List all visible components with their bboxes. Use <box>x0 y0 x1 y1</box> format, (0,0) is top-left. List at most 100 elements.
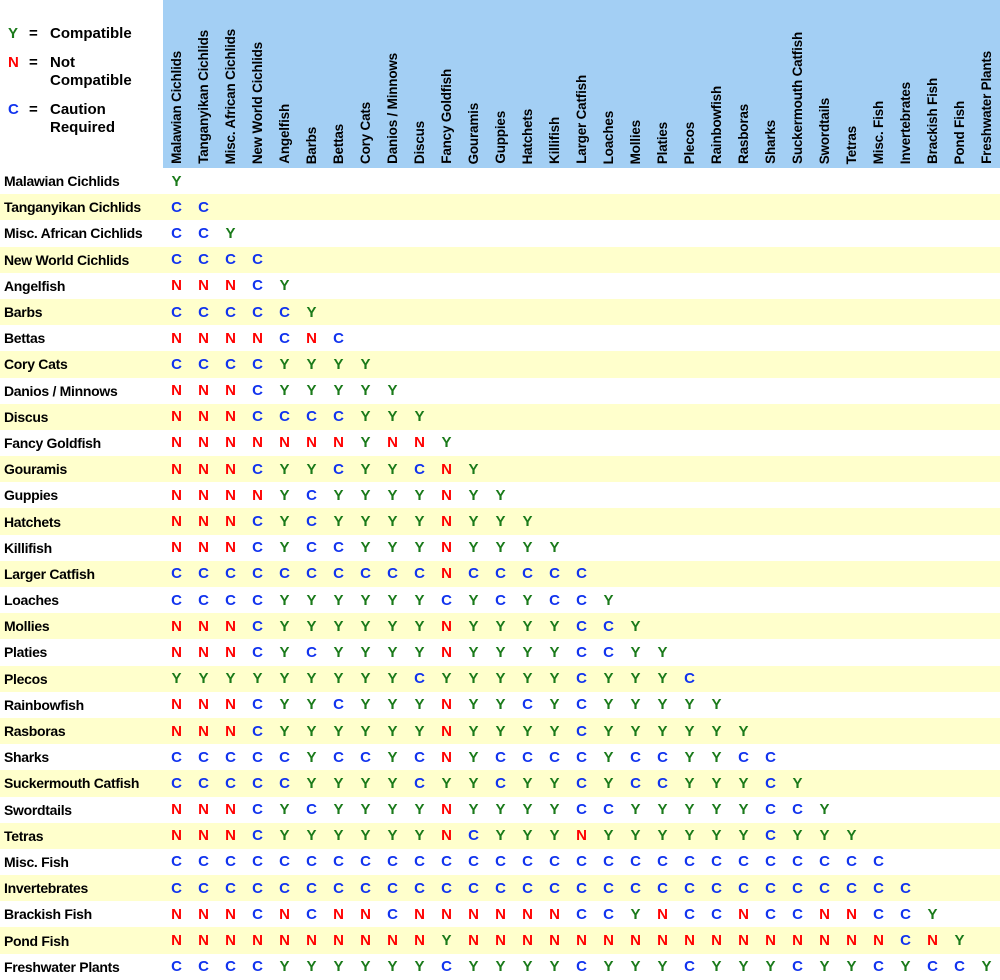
legend-meaning-compatible: Compatible <box>50 25 132 42</box>
matrix-cell: C <box>765 905 776 923</box>
column-header-label: Invertebrates <box>898 81 913 164</box>
matrix-cell: Y <box>549 827 560 845</box>
matrix-cell: C <box>171 251 182 269</box>
matrix-cell: C <box>279 565 290 583</box>
matrix-cell: N <box>873 932 884 950</box>
matrix-cell: Y <box>360 434 371 452</box>
matrix-cell: Y <box>306 722 317 740</box>
column-header-danios-minnows: Danios / Minnows <box>379 0 406 168</box>
row-label: Killifish <box>4 539 52 556</box>
matrix-cell: Y <box>333 722 344 740</box>
matrix-cell: N <box>225 513 236 531</box>
matrix-cell: N <box>171 643 182 661</box>
matrix-cell: C <box>387 905 398 923</box>
matrix-row-misc-african-cichlids: Misc. African Cichlids C C Y <box>0 220 1000 246</box>
matrix-cell: N <box>198 905 209 923</box>
matrix-cell: Y <box>711 958 722 976</box>
matrix-cell: Y <box>387 539 398 557</box>
matrix-cell: Y <box>684 801 695 819</box>
matrix-cell: N <box>522 932 533 950</box>
matrix-cell: Y <box>738 827 749 845</box>
matrix-cell: Y <box>360 486 371 504</box>
matrix-cell: Y <box>603 827 614 845</box>
matrix-cell: C <box>576 591 587 609</box>
matrix-cell: Y <box>819 958 830 976</box>
row-label: Bettas <box>4 330 45 347</box>
matrix-cell: C <box>279 329 290 347</box>
matrix-cell: N <box>198 827 209 845</box>
matrix-cell: C <box>495 879 506 897</box>
matrix-cell: Y <box>549 696 560 714</box>
matrix-cell: Y <box>414 643 425 661</box>
matrix-cell: Y <box>792 774 803 792</box>
matrix-cell: N <box>171 486 182 504</box>
matrix-cell: N <box>765 932 776 950</box>
matrix-cell: N <box>738 932 749 950</box>
matrix-cell: N <box>198 460 209 478</box>
matrix-cell: C <box>549 565 560 583</box>
matrix-cell: Y <box>657 958 668 976</box>
column-header-guppies: Guppies <box>487 0 514 168</box>
matrix-cell: Y <box>333 382 344 400</box>
matrix-cell: C <box>576 565 587 583</box>
matrix-cell: N <box>225 408 236 426</box>
legend-item-compatible: Y = Compatible <box>8 25 163 44</box>
matrix-cell: Y <box>630 958 641 976</box>
matrix-cell: N <box>495 905 506 923</box>
matrix-cell: C <box>171 853 182 871</box>
row-label: Brackish Fish <box>4 906 92 923</box>
row-label: Platies <box>4 644 48 661</box>
column-header-label: Guppies <box>493 111 508 164</box>
matrix-cell: Y <box>549 958 560 976</box>
matrix-row-swordtails: Swordtails N N N C Y C Y Y Y Y N Y Y Y Y C C Y Y Y Y Y C C Y <box>0 797 1000 823</box>
matrix-cell: Y <box>414 958 425 976</box>
matrix-cell: C <box>684 670 695 688</box>
matrix-cell: Y <box>684 696 695 714</box>
matrix-cell: Y <box>468 460 479 478</box>
matrix-cell: Y <box>279 643 290 661</box>
matrix-cell: Y <box>414 513 425 531</box>
matrix-cell: N <box>441 748 452 766</box>
matrix-cell: N <box>549 932 560 950</box>
matrix-cell: C <box>576 905 587 923</box>
matrix-row-loaches: Loaches C C C C Y Y Y Y Y Y C Y C Y C C Y <box>0 587 1000 613</box>
matrix-cell: Y <box>522 643 533 661</box>
column-header-brackish-fish: Brackish Fish <box>919 0 946 168</box>
column-header-pond-fish: Pond Fish <box>946 0 973 168</box>
matrix-cell: Y <box>279 277 290 295</box>
row-label: Discus <box>4 408 49 425</box>
matrix-cell: N <box>630 932 641 950</box>
matrix-cell: C <box>306 408 317 426</box>
matrix-cell: C <box>198 748 209 766</box>
matrix-cell: N <box>198 617 209 635</box>
matrix-cell: Y <box>495 539 506 557</box>
matrix-cell: Y <box>495 801 506 819</box>
matrix-row-plecos: Plecos Y Y Y Y Y Y Y Y Y C Y Y Y Y Y C Y Y Y C <box>0 665 1000 692</box>
matrix-cell: Y <box>279 696 290 714</box>
matrix-cell: C <box>495 774 506 792</box>
matrix-cell: N <box>171 434 182 452</box>
matrix-cell: Y <box>414 827 425 845</box>
matrix-cell: C <box>738 879 749 897</box>
column-header-label: Plecos <box>682 121 697 164</box>
matrix-cell: N <box>657 905 668 923</box>
matrix-cell: C <box>360 879 371 897</box>
matrix-cell: C <box>252 774 263 792</box>
matrix-row-pond-fish: Pond Fish N N N N N N N N N N Y N N N N N N N N N N N N N N N N C N Y <box>0 927 1000 954</box>
column-header-cory-cats: Cory Cats <box>352 0 379 168</box>
matrix-cell: C <box>225 774 236 792</box>
matrix-cell: Y <box>495 958 506 976</box>
matrix-cell: C <box>252 827 263 845</box>
matrix-cell: C <box>846 853 857 871</box>
matrix-cell: Y <box>522 539 533 557</box>
row-label: Plecos <box>4 670 48 687</box>
matrix-cell: Y <box>414 617 425 635</box>
matrix-cell: C <box>414 879 425 897</box>
matrix-cell: N <box>279 932 290 950</box>
row-label: Tanganyikan Cichlids <box>4 199 141 216</box>
matrix-cell: N <box>441 617 452 635</box>
matrix-cell: Y <box>279 486 290 504</box>
matrix-cell: Y <box>279 617 290 635</box>
matrix-cell: Y <box>522 827 533 845</box>
matrix-cell: Y <box>387 643 398 661</box>
